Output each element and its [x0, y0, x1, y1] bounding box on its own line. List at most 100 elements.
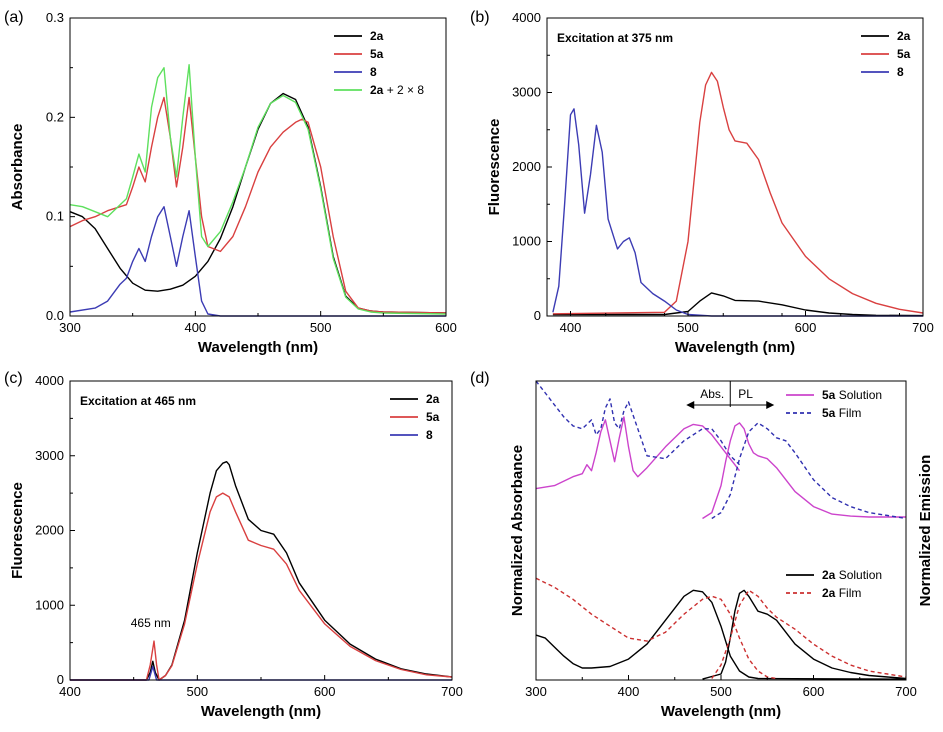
legend-entry-bold-d-bottom-0: 2a: [822, 568, 836, 582]
legend-entry-rest-d-top-1: Film: [835, 406, 861, 420]
legend-entry-a-2: 8: [370, 65, 377, 79]
peak-label-c: 465 nm: [131, 616, 171, 630]
x-tick-label-b-2: 600: [795, 320, 817, 335]
y-tick-label-b-4: 4000: [512, 10, 541, 25]
panel-label-c: (c): [4, 370, 23, 387]
legend-entry-bold-b-0: 2a: [897, 29, 911, 43]
series-line-d-3: [711, 422, 907, 520]
y-tick-label-a-2: 0.2: [46, 109, 64, 124]
legend-entry-bold-a-2: 8: [370, 65, 377, 79]
series-line-d-0: [535, 416, 741, 490]
panel-label-b: (b): [470, 9, 490, 26]
y-tick-label-a-1: 0.1: [46, 209, 64, 224]
legend-entry-d-top-1: 5a Film: [822, 406, 861, 420]
legend-entry-c-0: 2a: [426, 392, 440, 406]
y-axis-title-a: Absorbance: [9, 124, 26, 211]
y-tick-label-b-3: 3000: [512, 85, 541, 100]
legend-entry-d-top-0: 5a Solution: [822, 388, 882, 402]
pl-label: PL: [738, 387, 753, 401]
legend-entry-d-bottom-0: 2a Solution: [822, 568, 882, 582]
legend-entry-rest-a-3: + 2 × 8: [383, 83, 424, 97]
x-axis-title-c: Wavelength (nm): [201, 703, 321, 720]
legend-entry-bold-d-top-0: 5a: [822, 388, 836, 402]
legend-entry-c-1: 5a: [426, 410, 440, 424]
legend-entry-bold-b-1: 5a: [897, 47, 911, 61]
legend-entry-rest-d-bottom-0: Solution: [835, 568, 882, 582]
y-tick-label-b-2: 2000: [512, 159, 541, 174]
y-tick-label-b-0: 0: [534, 308, 541, 323]
y-tick-label-c-0: 0: [57, 672, 64, 687]
arrow-right-icon: [766, 401, 775, 409]
legend-entry-a-3: 2a + 2 × 8: [370, 83, 424, 97]
legend-entry-bold-a-1: 5a: [370, 47, 384, 61]
series-line-d-1: [535, 380, 740, 466]
x-tick-label-b-0: 400: [560, 320, 582, 335]
x-axis-title-b: Wavelength (nm): [675, 339, 795, 356]
x-axis-title-d: Wavelength (nm): [661, 703, 781, 720]
legend-entry-bold-b-2: 8: [897, 65, 904, 79]
annotation-b: Excitation at 375 nm: [557, 31, 673, 45]
panel-b: (b) 400 500 600 700 0 1000 2000 3000 4000 Waveleng…: [470, 9, 934, 356]
plot-frame-d: [535, 380, 907, 681]
x-axis-title-a: Wavelength (nm): [198, 339, 318, 356]
x-tick-label-b-1: 500: [677, 320, 699, 335]
y-tick-label-c-4: 4000: [35, 373, 64, 388]
series-line-d-6: [702, 589, 907, 680]
legend-entry-bold-d-bottom-1: 2a: [822, 586, 836, 600]
panel-d: (d) 300 400 500 600 700 Wavelength (nm) Normali…: [470, 370, 934, 720]
legend-entry-bold-d-top-1: 5a: [822, 406, 836, 420]
legend-entry-bold-c-0: 2a: [426, 392, 440, 406]
panel-c: (c) 400 500 600 700 0 1000 2000 3000 4000 Waveleng…: [4, 370, 463, 720]
x-tick-label-a-0: 300: [59, 320, 81, 335]
legend-entry-b-0: 2a: [897, 29, 911, 43]
legend-entry-bold-c-2: 8: [426, 428, 433, 442]
series-line-a-2: [69, 205, 446, 317]
y-tick-label-b-1: 1000: [512, 234, 541, 249]
series-line-b-0: [552, 292, 924, 317]
series-line-d-4: [535, 589, 907, 680]
abs-label: Abs.: [700, 387, 724, 401]
legend-entry-a-0: 2a: [370, 29, 384, 43]
plot-frame-a: [69, 17, 447, 317]
legend-entry-a-1: 5a: [370, 47, 384, 61]
x-tick-label-d-2: 500: [710, 684, 732, 699]
x-tick-label-b-3: 700: [912, 320, 934, 335]
y-axis-title-d: Normalized Absorbance: [509, 445, 526, 616]
series-line-d-7: [711, 589, 907, 679]
x-tick-label-c-2: 600: [314, 684, 336, 699]
legend-entry-bold-c-1: 5a: [426, 410, 440, 424]
y-tick-label-c-2: 2000: [35, 523, 64, 538]
arrow-left-icon: [686, 401, 695, 409]
legend-entry-rest-d-bottom-1: Film: [835, 586, 861, 600]
series-line-a-3: [69, 63, 447, 315]
x-tick-label-d-1: 400: [618, 684, 640, 699]
y-tick-label-a-0: 0.0: [46, 308, 64, 323]
series-line-c-0: [70, 461, 453, 681]
legend-entry-d-bottom-1: 2a Film: [822, 586, 861, 600]
panel-a: (a) 300 400 500 600 0.0 0.1 0.2 0.3 Wavelength (n…: [4, 9, 457, 356]
x-tick-label-d-3: 600: [803, 684, 825, 699]
x-tick-label-d-4: 700: [895, 684, 917, 699]
x-tick-label-c-1: 500: [186, 684, 208, 699]
x-tick-label-c-0: 400: [59, 684, 81, 699]
x-tick-label-a-1: 400: [184, 320, 206, 335]
legend-entry-bold-a-0: 2a: [370, 29, 384, 43]
series-line-b-2: [552, 108, 923, 317]
series-line-d-5: [535, 577, 777, 680]
legend-entry-rest-d-top-0: Solution: [835, 388, 882, 402]
y-tick-label-a-3: 0.3: [46, 10, 64, 25]
series-line-a-1: [69, 96, 447, 314]
legend-entry-b-1: 5a: [897, 47, 911, 61]
y-tick-label-c-1: 1000: [35, 597, 64, 612]
x-tick-label-a-3: 600: [435, 320, 457, 335]
y-axis-title-b: Fluorescence: [486, 119, 503, 216]
panel-label-a: (a): [4, 9, 24, 26]
legend-entry-b-2: 8: [897, 65, 904, 79]
series-line-d-2: [702, 422, 906, 520]
x-tick-label-a-2: 500: [310, 320, 332, 335]
panel-label-d: (d): [470, 370, 490, 387]
y-axis-right-title-d: Normalized Emission: [917, 455, 934, 607]
series-line-c-1: [70, 492, 453, 681]
series-line-b-1: [552, 71, 924, 315]
y-axis-title-c: Fluorescence: [9, 482, 26, 579]
